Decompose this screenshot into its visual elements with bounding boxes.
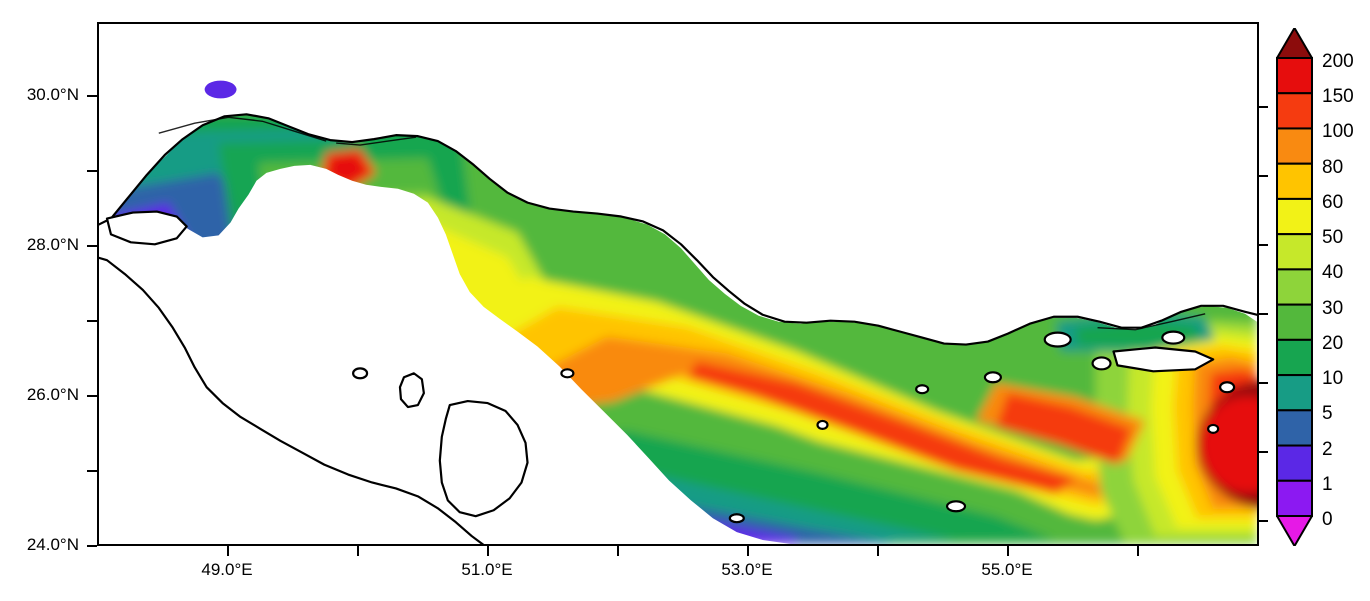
y-tick-major: [87, 95, 97, 97]
x-tick-minor: [877, 546, 879, 556]
y-tick-minor: [87, 170, 97, 172]
colorbar-over-arrow: [1276, 28, 1313, 59]
colorbar-band[interactable]: [1276, 409, 1313, 447]
y-tick-major: [87, 545, 97, 547]
x-tick-major: [747, 546, 749, 556]
coastline-detail: [158, 116, 1206, 331]
land-masses: [99, 24, 1257, 544]
colorbar-tick: [1259, 313, 1268, 315]
colorbar-tick: [1259, 244, 1268, 246]
colorbar-band[interactable]: [1276, 197, 1313, 236]
x-tick-minor: [617, 546, 619, 556]
colorbar-label: 50: [1322, 227, 1344, 249]
map-plot-area: [97, 22, 1259, 546]
colorbar-band[interactable]: [1276, 233, 1313, 271]
x-axis-label-55E: 55.0°E: [981, 560, 1033, 579]
colorbar-band[interactable]: [1276, 479, 1313, 517]
x-tick-major: [487, 546, 489, 556]
colorbar-band[interactable]: [1276, 268, 1313, 306]
colorbar-label: 30: [1322, 297, 1344, 319]
colorbar-band[interactable]: [1276, 303, 1313, 341]
colorbar-band[interactable]: [1276, 92, 1313, 130]
x-axis-label-53E: 53.0°E: [721, 560, 773, 579]
x-axis-label-51E: 51.0°E: [461, 560, 513, 579]
colorbar-swatches: [1276, 28, 1313, 546]
colorbar-band[interactable]: [1276, 444, 1313, 482]
colorbar-under-arrow: [1276, 515, 1313, 546]
map-raster: [99, 24, 1257, 544]
y-tick-major: [87, 245, 97, 247]
colorbar-label: 80: [1322, 156, 1344, 178]
colorbar-label: 20: [1322, 332, 1344, 354]
colorbar-label: 200: [1322, 51, 1354, 72]
y-axis-label-26N: 26.0°N: [26, 385, 79, 404]
colorbar-band[interactable]: [1276, 374, 1313, 412]
colorbar-label: 60: [1322, 191, 1344, 213]
colorbar-tick: [1259, 175, 1268, 177]
colorbar-tick: [1259, 451, 1268, 453]
x-tick-minor: [1137, 546, 1139, 556]
colorbar-label: 1: [1322, 473, 1333, 495]
colorbar-tick: [1259, 106, 1268, 108]
x-tick-minor: [357, 546, 359, 556]
x-tick-major: [227, 546, 229, 556]
y-axis-label-30N: 30.0°N: [26, 85, 79, 104]
colorbar-label: 100: [1322, 121, 1354, 143]
colorbar-label: 2: [1322, 438, 1333, 460]
x-tick-major: [1007, 546, 1009, 556]
colorbar-label: 150: [1322, 86, 1354, 108]
colorbar-label: 40: [1322, 262, 1344, 284]
colorbar[interactable]: [1276, 28, 1313, 546]
colorbar-label: 10: [1322, 368, 1344, 390]
y-tick-minor: [87, 470, 97, 472]
colorbar-band[interactable]: [1276, 127, 1313, 165]
y-tick-minor: [87, 320, 97, 322]
colorbar-tick: [1259, 520, 1268, 522]
y-axis-label-24N: 24.0°N: [26, 535, 79, 554]
colorbar-tick: [1259, 382, 1268, 384]
colorbar-label: 0: [1322, 509, 1333, 530]
y-axis-label-28N: 28.0°N: [26, 235, 79, 254]
y-tick-major: [87, 395, 97, 397]
colorbar-band[interactable]: [1276, 57, 1313, 95]
colorbar-band[interactable]: [1276, 338, 1313, 377]
colorbar-band[interactable]: [1276, 162, 1313, 200]
x-axis-label-49E: 49.0°E: [201, 560, 253, 579]
colorbar-label: 5: [1322, 403, 1333, 425]
